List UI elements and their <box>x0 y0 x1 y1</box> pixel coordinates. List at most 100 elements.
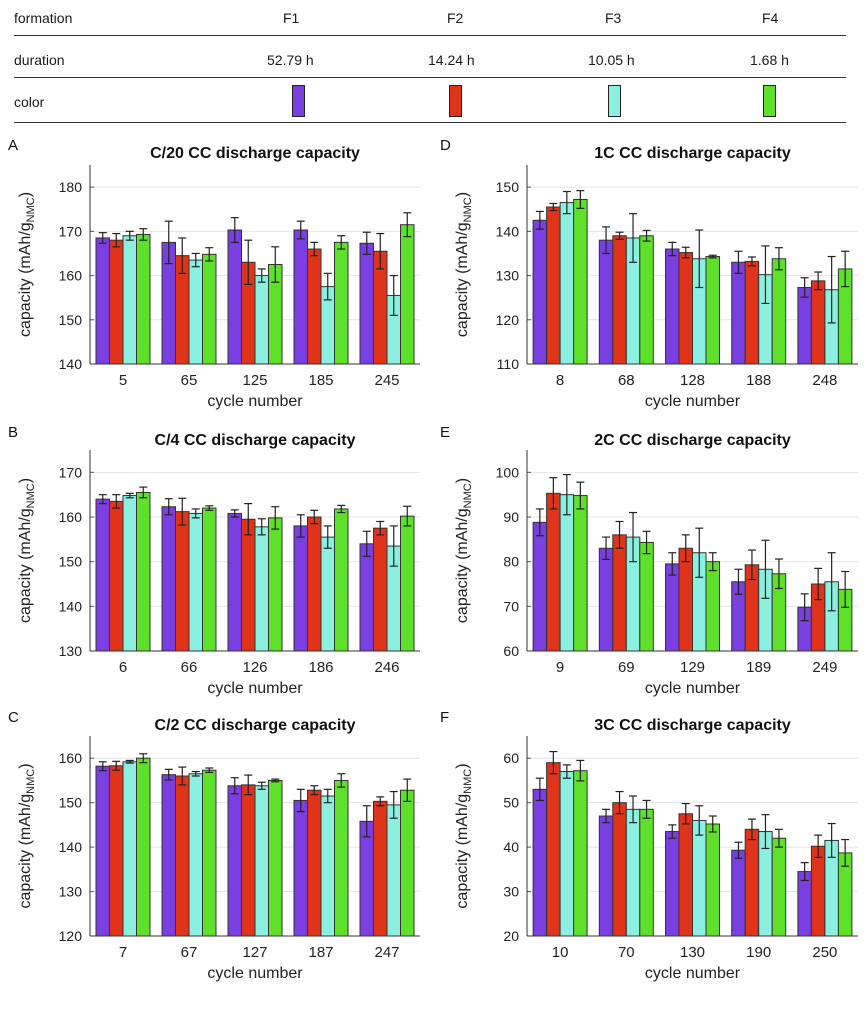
error-bar <box>362 231 371 255</box>
legend-row-duration: duration 52.79 h 14.24 h 10.05 h 1.68 h <box>14 38 846 78</box>
bar-f1 <box>797 871 812 937</box>
color-swatch-f2 <box>449 85 462 117</box>
y-tick-label: 50 <box>503 795 519 811</box>
panel-letter: F <box>440 709 449 726</box>
error-bar <box>403 212 412 238</box>
bar-f1 <box>665 248 680 365</box>
error-bar <box>164 768 173 781</box>
error-bar <box>747 818 756 841</box>
x-tick-label: 185 <box>308 372 333 389</box>
bar-f4 <box>771 837 787 937</box>
y-tick-label: 180 <box>59 179 83 195</box>
error-bar <box>668 824 677 839</box>
x-tick-label: 8 <box>556 372 564 389</box>
error-bar <box>800 862 809 882</box>
x-tick-label: 126 <box>242 659 267 676</box>
error-bar <box>178 237 187 274</box>
bar-f2 <box>678 252 693 365</box>
y-axis-label: capacity (mAh/gNMC) <box>17 763 37 908</box>
bar-f3 <box>320 795 335 937</box>
error-bar <box>629 213 638 263</box>
error-bar <box>205 505 214 511</box>
error-bar <box>734 568 743 595</box>
formation-f2-name: F2 <box>447 10 464 26</box>
error-bar <box>271 246 280 283</box>
error-bar <box>98 494 107 505</box>
bar-f3 <box>188 512 203 652</box>
bar-f1 <box>532 521 548 652</box>
error-bar <box>814 567 823 601</box>
error-bar <box>681 246 690 259</box>
bar-f2 <box>546 492 561 652</box>
y-tick-label: 150 <box>59 312 83 328</box>
bar-f1 <box>598 815 614 937</box>
error-bar <box>389 274 398 316</box>
color-swatch-f1 <box>292 85 305 117</box>
error-bar <box>800 277 809 298</box>
y-tick-label: 90 <box>503 509 519 525</box>
y-tick-label: 150 <box>59 795 83 811</box>
x-axis-label: cycle number <box>207 680 303 697</box>
error-bar <box>602 226 611 255</box>
error-bar <box>695 527 704 578</box>
error-bar <box>535 210 544 230</box>
error-bar <box>244 503 253 536</box>
error-bar <box>178 497 187 526</box>
error-bar <box>362 805 371 838</box>
bar-f2 <box>744 828 760 937</box>
bar-f4 <box>136 757 151 937</box>
chart-title: C/4 CC discharge capacity <box>155 432 356 449</box>
x-tick-label: 248 <box>812 372 837 389</box>
y-tick-label: 140 <box>496 223 520 239</box>
chart-title: 1C CC discharge capacity <box>594 145 791 162</box>
chart-title: 3C CC discharge capacity <box>594 717 791 734</box>
error-bar <box>244 239 253 285</box>
legend-row-color: color <box>14 80 846 122</box>
bar-f4 <box>334 779 349 937</box>
legend-divider <box>14 35 846 36</box>
x-tick-label: 250 <box>812 944 837 961</box>
error-bar <box>139 486 148 499</box>
error-bar <box>668 552 677 576</box>
bar-f4 <box>573 495 588 652</box>
bar-f2 <box>175 511 190 652</box>
error-bar <box>615 231 624 240</box>
bar-f1 <box>161 506 176 652</box>
chart-panel-b: B C/4 CC discharge capacity 130 140 150 160 17… <box>8 424 420 697</box>
error-bar <box>708 552 717 572</box>
error-bar <box>310 509 319 525</box>
error-bar <box>164 220 173 265</box>
x-tick-label: 189 <box>746 659 771 676</box>
x-tick-label: 130 <box>680 944 705 961</box>
bar-f2 <box>612 235 627 365</box>
bar-f1 <box>293 525 308 652</box>
bar-f4 <box>705 561 720 652</box>
error-bar <box>125 230 134 241</box>
bar-f2 <box>175 775 190 937</box>
bar-f2 <box>373 800 388 937</box>
bar-f4 <box>202 253 217 365</box>
error-bar <box>257 781 266 790</box>
x-tick-label: 125 <box>242 372 267 389</box>
error-bar <box>271 506 280 530</box>
error-bar <box>323 525 332 549</box>
chart-title: 2C CC discharge capacity <box>594 432 791 449</box>
bar-f1 <box>359 543 374 652</box>
error-bar <box>310 241 319 257</box>
x-tick-label: 6 <box>119 659 127 676</box>
x-axis-label: cycle number <box>645 393 741 410</box>
bar-f1 <box>665 831 680 937</box>
error-bar <box>747 256 756 267</box>
y-tick-label: 120 <box>496 312 520 328</box>
bar-f1 <box>532 788 548 937</box>
chart-panel-d: D 1C CC discharge capacity 110 120 130 140 150… <box>440 137 858 410</box>
y-tick-label: 170 <box>59 464 83 480</box>
error-bar <box>761 245 770 305</box>
error-bar <box>576 190 585 209</box>
bar-f1 <box>731 849 746 937</box>
bar-f2 <box>546 762 561 937</box>
error-bar <box>164 498 173 516</box>
error-bar <box>827 255 836 324</box>
chart-title: C/20 CC discharge capacity <box>150 145 360 162</box>
